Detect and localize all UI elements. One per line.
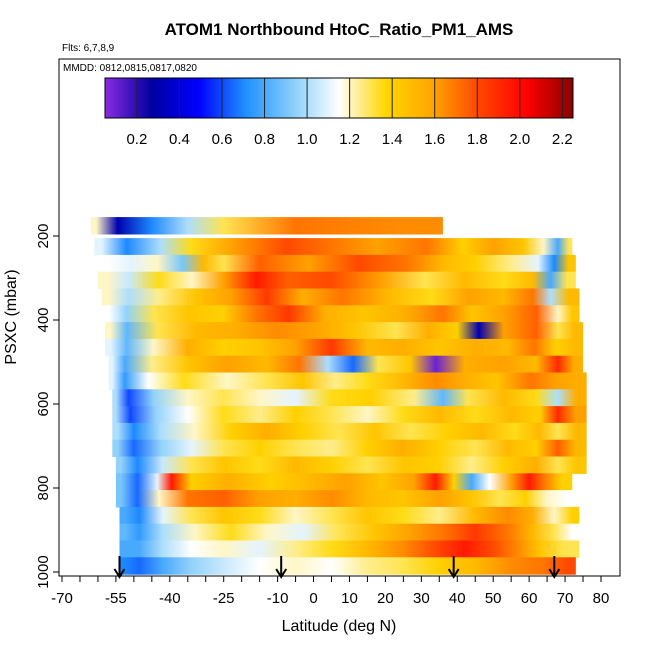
colorbar-tick-lines <box>136 78 563 118</box>
x-tick-label: 30 <box>413 590 430 607</box>
colorbar-tick-label: 1.6 <box>424 131 445 148</box>
chart-title: ATOM1 Northbound HtoC_Ratio_PM1_AMS <box>165 20 514 39</box>
heatmap-band <box>101 288 580 306</box>
x-tick-label: 0 <box>309 590 317 607</box>
heatmap-band <box>108 372 587 390</box>
y-tick-label: 600 <box>35 391 52 416</box>
profile-arrow <box>548 556 561 579</box>
profile-markers <box>113 556 561 579</box>
colorbar-tick-label: 1.8 <box>467 131 488 148</box>
heatmap-band <box>108 355 584 374</box>
y-tick-label: 800 <box>35 475 52 500</box>
heatmap-band <box>112 439 587 458</box>
heatmap-band <box>119 540 580 558</box>
y-axis: 200 400 600 800 1000 <box>35 223 59 589</box>
x-tick-label: -55 <box>105 590 127 607</box>
heatmap-band <box>90 217 443 235</box>
y-tick-label: 1000 <box>35 555 52 588</box>
heatmap-band <box>115 490 576 508</box>
x-tick-label: 80 <box>593 590 610 607</box>
colorbar-tick-label: 1.2 <box>339 131 360 148</box>
heatmap-band <box>112 389 587 407</box>
colorbar-tick-labels: 0.2 0.4 0.6 0.8 1.0 1.2 1.4 1.6 1.8 2.0 2.2 <box>126 131 572 148</box>
colorbar-gradient <box>105 78 573 118</box>
heatmap-layer <box>90 217 587 575</box>
colorbar-frame <box>104 77 574 119</box>
colorbar-tick-label: 0.2 <box>126 131 147 148</box>
profile-arrow <box>113 556 126 579</box>
colorbar-tick-label: 2.0 <box>509 131 530 148</box>
x-tick-label: 50 <box>485 590 502 607</box>
heatmap-band <box>97 254 576 273</box>
x-tick-label: -70 <box>51 590 73 607</box>
heatmap-band <box>115 456 587 474</box>
colorbar-tick-label: 0.6 <box>212 131 233 148</box>
x-tick-label: 10 <box>341 590 358 607</box>
heatmap-band <box>105 338 584 357</box>
colorbar: 0.2 0.4 0.6 0.8 1.0 1.2 1.4 1.6 1.8 2.0 2.2 <box>104 77 574 148</box>
heatmap-band <box>119 523 580 542</box>
colorbar-tick-label: 2.2 <box>552 131 573 148</box>
x-tick-label: 70 <box>557 590 574 607</box>
heatmap-band <box>112 422 587 441</box>
colorbar-tick-label: 0.8 <box>254 131 275 148</box>
flights-note: Flts: 6,7,8,9 <box>62 43 115 54</box>
heatmap-band <box>97 271 576 290</box>
x-tick-label: 40 <box>449 590 466 607</box>
y-axis-title: PSXC (mbar) <box>3 269 20 364</box>
x-axis-title: Latitude (deg N) <box>282 618 397 635</box>
x-tick-label: 20 <box>377 590 394 607</box>
x-tick-label: 60 <box>521 590 538 607</box>
colorbar-tick-label: 0.4 <box>169 131 190 148</box>
profile-arrow <box>447 556 460 579</box>
heatmap-band <box>112 406 587 424</box>
x-axis: -70 -55 -40 -25 -10 0 10 20 30 40 50 60 70 80 <box>51 576 609 607</box>
profile-arrow <box>275 556 288 579</box>
y-tick-label: 400 <box>35 307 52 332</box>
x-tick-label: -10 <box>267 590 289 607</box>
colorbar-tick-label: 1.0 <box>297 131 318 148</box>
plot-frame <box>58 58 621 577</box>
heatmap-band <box>105 322 584 340</box>
x-tick-label: -25 <box>213 590 235 607</box>
heatmap-band <box>115 473 573 491</box>
y-tick-label: 200 <box>35 223 52 248</box>
dates-note: MMDD: 0812,0815,0817,0820 <box>63 63 197 74</box>
colorbar-tick-label: 1.4 <box>382 131 403 148</box>
heatmap-band <box>94 238 573 256</box>
heatmap-band <box>101 305 580 323</box>
heatmap-band <box>119 506 580 525</box>
x-tick-label: -40 <box>159 590 181 607</box>
heatmap-band <box>119 557 576 575</box>
